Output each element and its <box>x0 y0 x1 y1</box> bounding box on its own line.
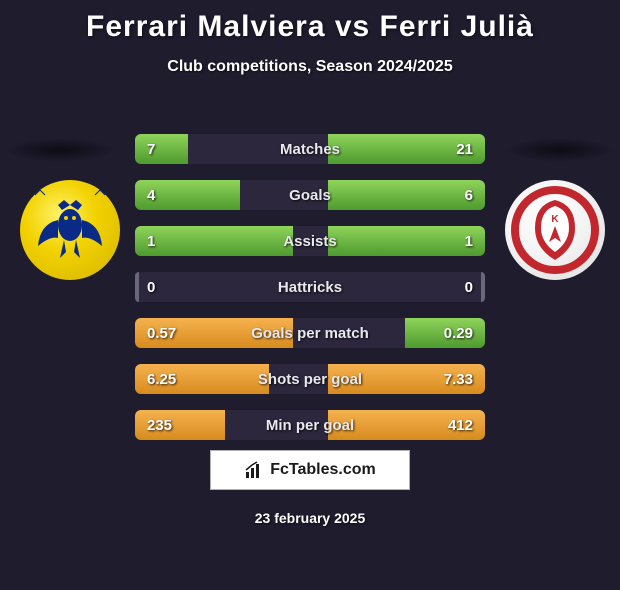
stat-value-left: 0 <box>135 279 195 296</box>
crest-shadow-left <box>5 138 115 162</box>
crest-left <box>20 180 120 280</box>
stat-value-right: 412 <box>425 417 485 434</box>
date-text: 23 february 2025 <box>0 510 620 526</box>
stat-label: Assists <box>195 233 425 250</box>
stat-row: 235Min per goal412 <box>135 410 485 440</box>
stat-value-right: 6 <box>425 187 485 204</box>
stat-row: 7Matches21 <box>135 134 485 164</box>
stat-row: 0.57Goals per match0.29 <box>135 318 485 348</box>
stat-value-right: 0.29 <box>425 325 485 342</box>
crest-right: K <box>505 180 605 280</box>
stat-label: Min per goal <box>195 417 425 434</box>
crest-right-icon: K <box>505 180 605 280</box>
stat-label: Goals <box>195 187 425 204</box>
stat-value-right: 7.33 <box>425 371 485 388</box>
crest-left-icon <box>20 180 120 280</box>
stat-label: Shots per goal <box>195 371 425 388</box>
stat-value-left: 235 <box>135 417 195 434</box>
svg-text:K: K <box>551 214 559 225</box>
site-badge-label: FcTables.com <box>270 461 376 479</box>
page-title: Ferrari Malviera vs Ferri Julià <box>0 10 620 44</box>
stat-label: Goals per match <box>195 325 425 342</box>
stat-row: 0Hattricks0 <box>135 272 485 302</box>
stat-label: Matches <box>195 141 425 158</box>
stat-row: 4Goals6 <box>135 180 485 210</box>
stat-value-right: 0 <box>425 279 485 296</box>
stat-value-left: 4 <box>135 187 195 204</box>
chart-icon <box>244 460 264 480</box>
site-badge[interactable]: FcTables.com <box>210 450 410 490</box>
subtitle: Club competitions, Season 2024/2025 <box>0 58 620 76</box>
stat-value-left: 6.25 <box>135 371 195 388</box>
crest-shadow-right <box>505 138 615 162</box>
stat-label: Hattricks <box>195 279 425 296</box>
stat-row: 6.25Shots per goal7.33 <box>135 364 485 394</box>
stat-value-left: 1 <box>135 233 195 250</box>
stat-row: 1Assists1 <box>135 226 485 256</box>
stat-value-right: 1 <box>425 233 485 250</box>
stat-value-left: 0.57 <box>135 325 195 342</box>
stat-value-left: 7 <box>135 141 195 158</box>
stats-container: 7Matches21 4Goals6 1Assists1 0Hattricks0 0.5… <box>135 134 485 456</box>
stat-value-right: 21 <box>425 141 485 158</box>
